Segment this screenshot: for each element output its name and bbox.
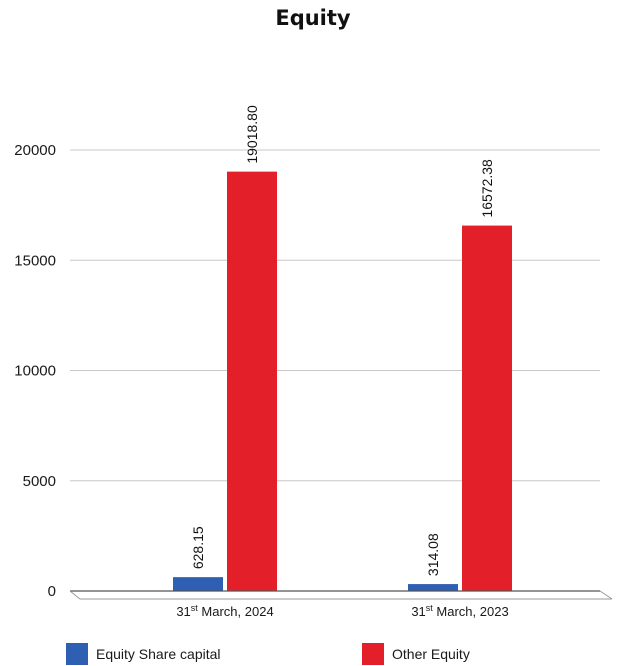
bar-other-equity (462, 225, 512, 591)
y-tick-label: 0 (48, 583, 56, 600)
legend-swatch-other-equity (362, 643, 384, 665)
bars (173, 171, 512, 591)
y-axis-tick-labels: 0 5000 10000 15000 20000 (14, 142, 56, 600)
grid-lines (70, 149, 600, 482)
y-tick-label: 5000 (23, 473, 56, 490)
legend-item-equity-share-capital: Equity Share capital (66, 643, 221, 665)
legend-swatch-equity-share-capital (66, 643, 88, 665)
chart-title: Equity (275, 6, 351, 30)
data-label: 314.08 (425, 533, 441, 576)
bar-other-equity (227, 171, 277, 591)
bar-equity-share-capital (408, 584, 458, 591)
legend-label: Equity Share capital (96, 646, 221, 662)
x-axis-floor-edge (599, 590, 613, 600)
bar-chart: 0 5000 10000 15000 20000 628.15 19018.80 314.0… (14, 105, 613, 619)
x-axis-floor-edge (69, 590, 81, 600)
x-category-label: 31st March, 2023 (411, 603, 508, 619)
x-axis (69, 590, 613, 600)
y-tick-label: 10000 (14, 363, 56, 380)
legend-label: Other Equity (392, 646, 470, 662)
y-tick-label: 20000 (14, 142, 56, 159)
data-label: 628.15 (190, 526, 206, 569)
data-label: 16572.38 (479, 159, 495, 218)
data-label: 19018.80 (244, 105, 260, 164)
x-axis-category-labels: 31st March, 2024 31st March, 2023 (176, 603, 508, 619)
legend-item-other-equity: Other Equity (362, 643, 470, 665)
x-category-label: 31st March, 2024 (176, 603, 273, 619)
y-tick-label: 15000 (14, 252, 56, 269)
bar-equity-share-capital (173, 577, 223, 591)
data-labels: 628.15 19018.80 314.08 16572.38 (190, 105, 495, 576)
